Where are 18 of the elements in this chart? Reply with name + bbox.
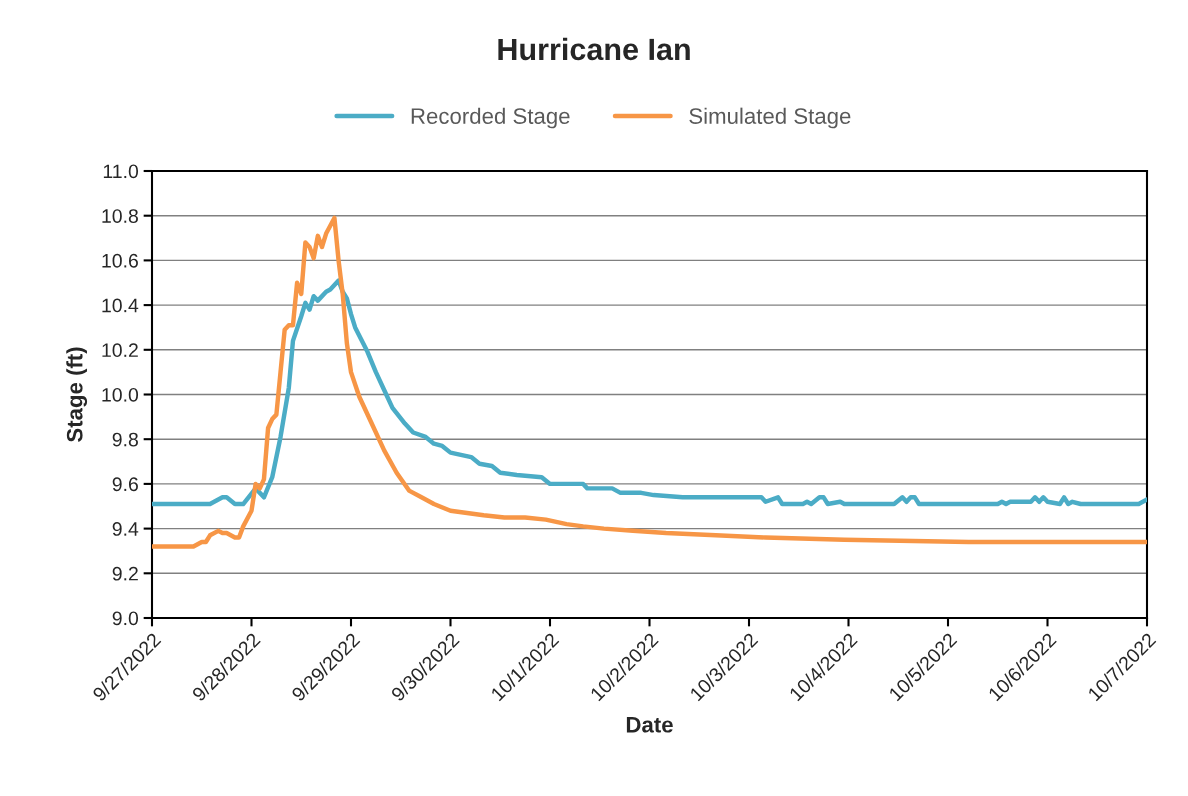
y-tick-label: 9.6 <box>112 477 138 492</box>
legend-label: Simulated Stage <box>689 107 851 129</box>
chart-title: Hurricane Ian <box>498 37 690 61</box>
y-tick-label: 9.4 <box>112 522 139 536</box>
legend-label: Recorded Stage <box>411 107 570 129</box>
y-tick-label: 11.0 <box>103 164 139 179</box>
x-axis-title: Date <box>626 717 673 733</box>
line-series <box>152 278 1147 507</box>
y-tick-label: 10.6 <box>102 253 138 268</box>
y-tick-label: 10.0 <box>102 387 139 402</box>
y-tick-label: 9.2 <box>112 566 138 581</box>
y-tick-label: 10.4 <box>102 298 139 313</box>
line-series <box>152 215 1147 549</box>
y-tick-label: 10.8 <box>102 209 138 223</box>
y-tick-label: 9.8 <box>112 432 138 447</box>
y-axis-title: Stage (ft) <box>66 347 88 442</box>
y-tick-label: 9.0 <box>112 611 139 626</box>
y-tick-label: 10.2 <box>102 343 138 358</box>
